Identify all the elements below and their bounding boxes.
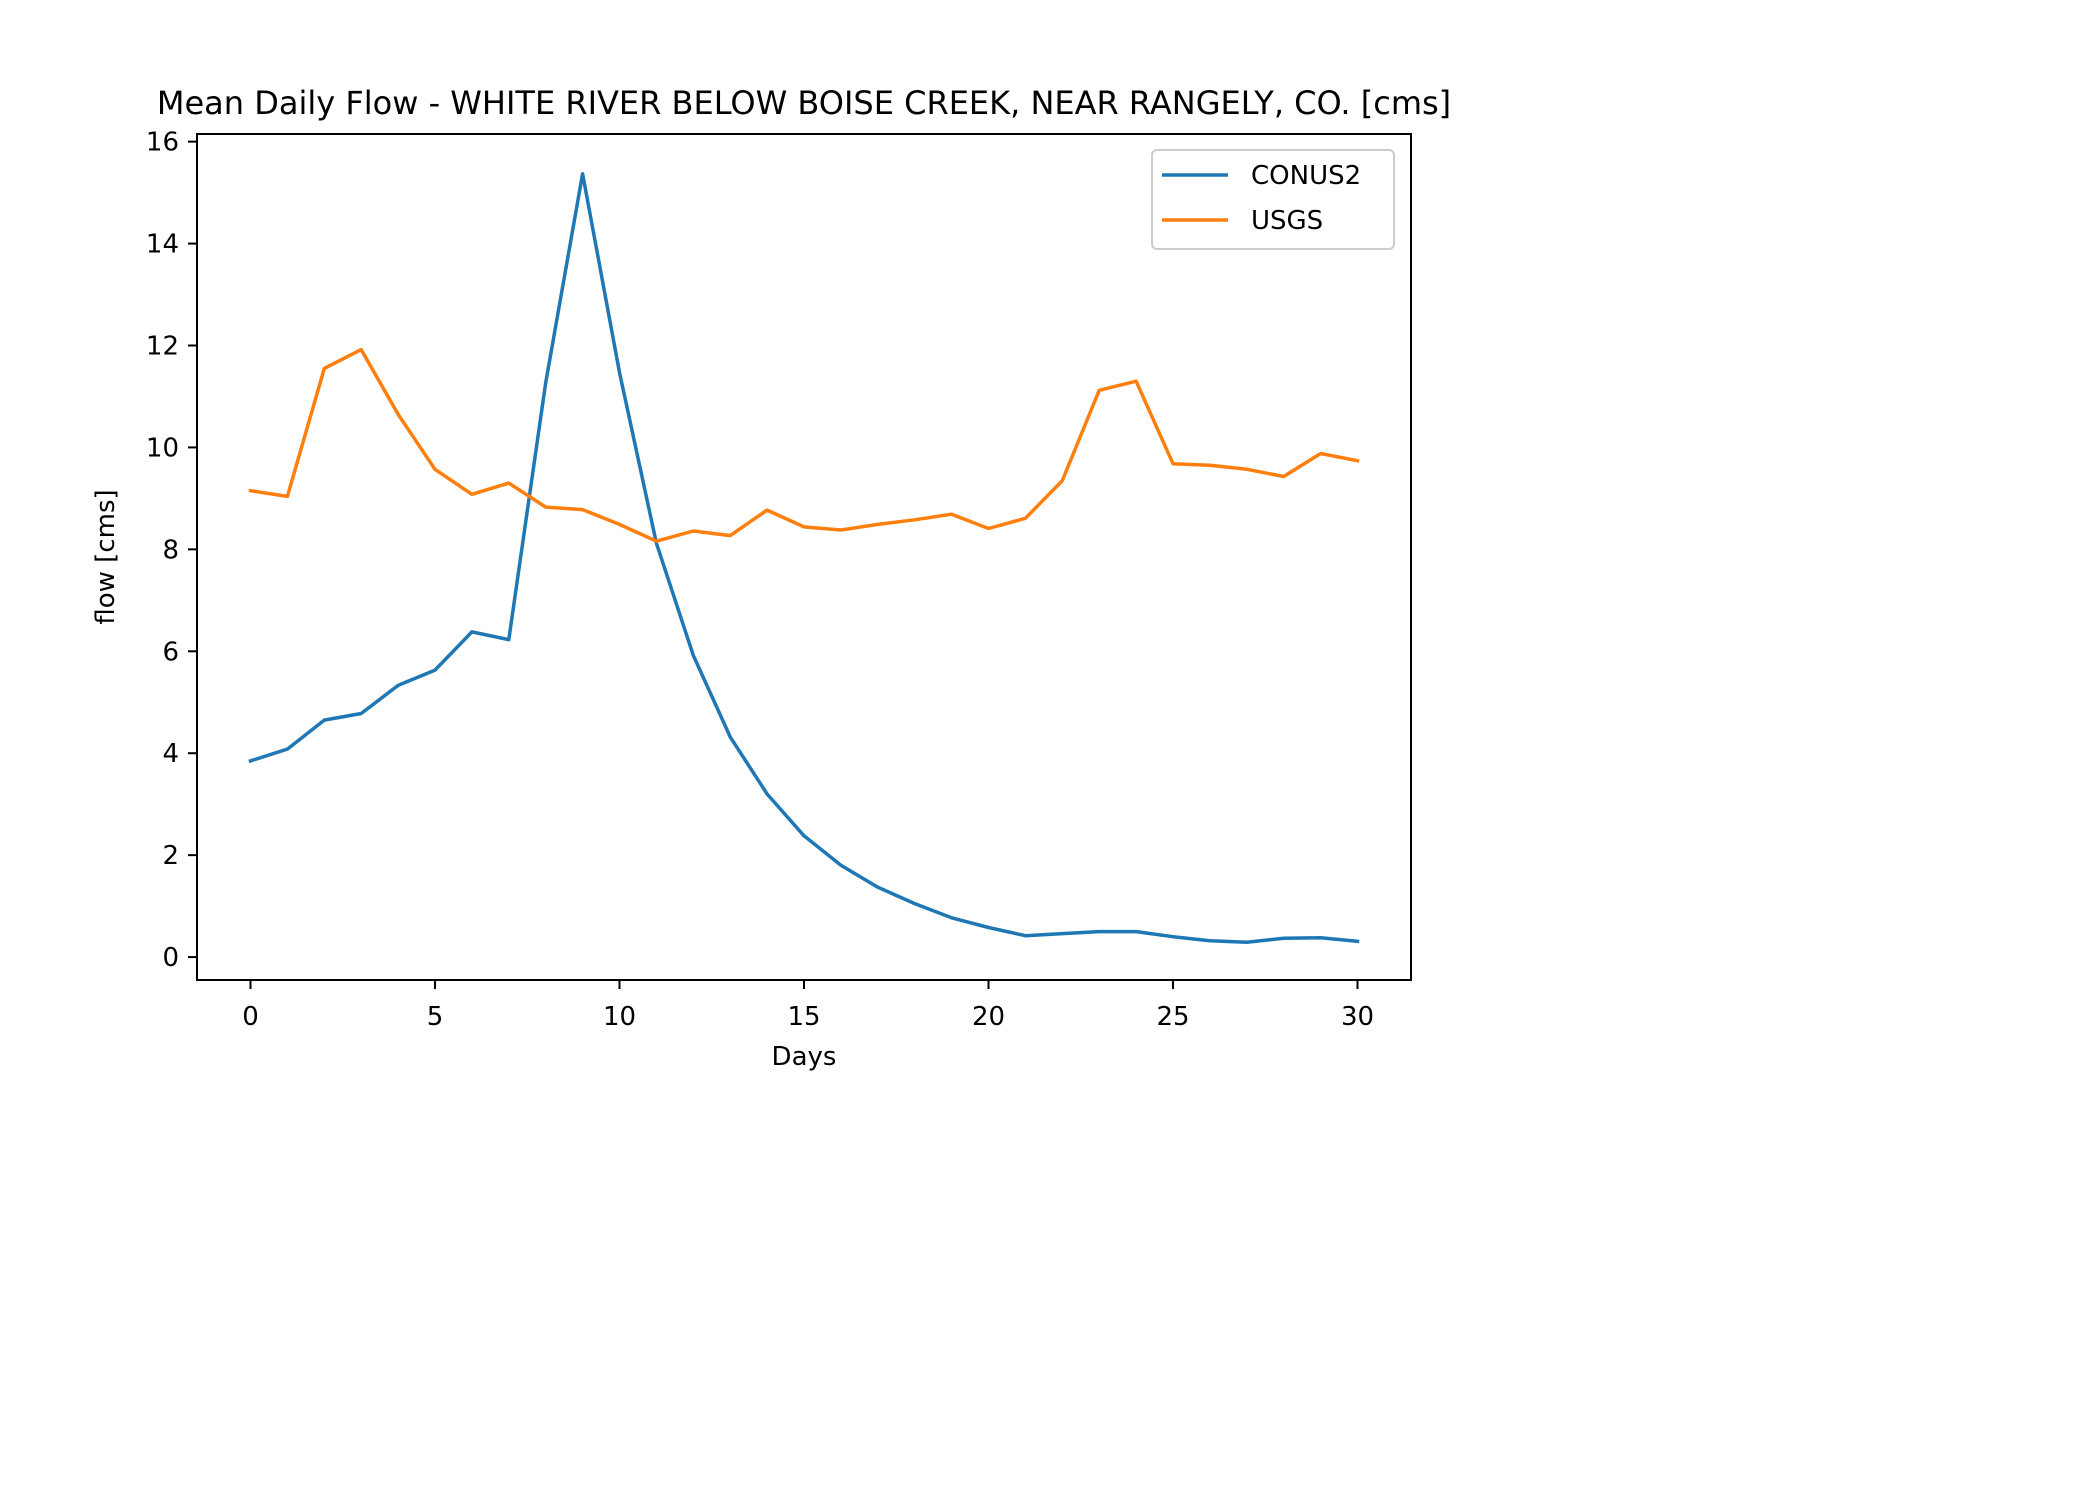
series-line-conus2 xyxy=(248,172,1360,945)
axis-ticks: 0 5 10 15 20 25 30 0 2 4 6 8 10 12 14 16 xyxy=(146,128,1374,1032)
chart-title: Mean Daily Flow - WHITE RIVER BELOW BOIS… xyxy=(157,84,1451,122)
legend-label-usgs: USGS xyxy=(1251,206,1323,236)
legend-label-conus2: CONUS2 xyxy=(1251,161,1361,191)
y-tick-label: 8 xyxy=(162,535,179,565)
legend: CONUS2 USGS xyxy=(1151,149,1395,250)
x-tick-label: 15 xyxy=(787,1002,820,1032)
y-tick-label: 6 xyxy=(162,637,179,667)
y-tick-label: 0 xyxy=(162,943,179,973)
y-tick-label: 4 xyxy=(162,739,179,769)
x-tick-label: 30 xyxy=(1341,1002,1374,1032)
x-tick-label: 25 xyxy=(1156,1002,1189,1032)
y-tick-label: 12 xyxy=(146,332,179,362)
plot-frame xyxy=(196,133,1412,981)
y-axis-label: flow [cms] xyxy=(91,489,121,624)
x-tick-label: 10 xyxy=(603,1002,636,1032)
y-tick-label: 10 xyxy=(146,433,179,463)
y-tick-label: 2 xyxy=(162,841,179,871)
x-tick-label: 20 xyxy=(972,1002,1005,1032)
y-tick-label: 14 xyxy=(146,230,179,260)
line-chart: Mean Daily Flow - WHITE RIVER BELOW BOIS… xyxy=(91,84,1451,1072)
x-tick-label: 5 xyxy=(427,1002,444,1032)
series-line-usgs xyxy=(248,347,1360,543)
y-tick-label: 16 xyxy=(146,128,179,158)
x-axis-label: Days xyxy=(772,1042,837,1072)
series-lines xyxy=(248,172,1360,945)
x-tick-label: 0 xyxy=(242,1002,259,1032)
chart-container: Mean Daily Flow - WHITE RIVER BELOW BOIS… xyxy=(91,84,1451,1072)
